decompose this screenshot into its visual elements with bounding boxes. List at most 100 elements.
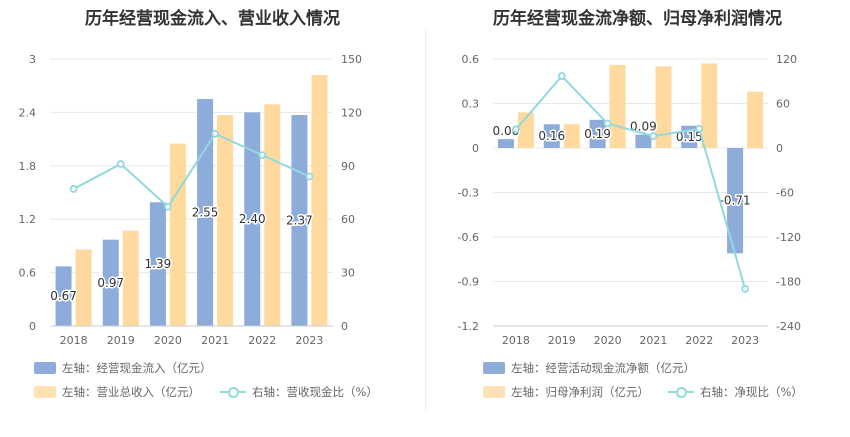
- left-axis-tick-label: 0.6: [19, 267, 37, 280]
- bar-data-label: 0.16: [538, 129, 565, 143]
- bar-data-label: 2.37: [286, 214, 313, 228]
- ratio-point: [649, 132, 658, 141]
- bar-series-2: [701, 63, 718, 149]
- bar-series-1: [589, 119, 606, 148]
- ratio-point: [603, 119, 612, 128]
- legend-swatch-blue: [34, 362, 56, 374]
- left-axis-tick-label: 3: [29, 53, 36, 66]
- left-axis-tick-label: -0.6: [458, 231, 479, 244]
- ratio-point: [305, 172, 314, 181]
- right-axis-tick-label: -240: [776, 320, 801, 333]
- left-axis-tick-label: 0.3: [462, 98, 480, 111]
- bar-series-2: [75, 249, 92, 326]
- bar-data-label: 0.97: [97, 276, 124, 290]
- right-axis-tick-label: -180: [776, 276, 801, 289]
- legend-line-marker-icon: [220, 386, 246, 398]
- ratio-point: [211, 129, 219, 138]
- right-legend-net-cash-ratio[interactable]: 右轴：净现比（%）: [668, 384, 803, 400]
- left-legend-revenue[interactable]: 左轴：营业总收入（亿元）: [34, 384, 200, 400]
- bar-data-label: 2.55: [192, 206, 219, 220]
- legend-line-marker-icon: [668, 386, 694, 398]
- right-legend-net-cashflow[interactable]: 左轴：经营活动现金流净额（亿元）: [483, 360, 695, 376]
- bar-data-label: 0.19: [584, 127, 611, 141]
- bar-series-2: [563, 124, 580, 148]
- ratio-point: [512, 125, 520, 134]
- ratio-point: [69, 185, 78, 193]
- bar-series-1: [497, 139, 514, 148]
- left-legend-cash-inflow[interactable]: 左轴：经营现金流入（亿元）: [34, 360, 212, 376]
- bar-series-2: [655, 66, 672, 148]
- ratio-point: [741, 285, 749, 293]
- right-axis-tick-label: -60: [776, 187, 794, 200]
- right-axis-tick-label: 90: [341, 160, 355, 173]
- bar-series-2: [747, 91, 764, 148]
- legend-label: 右轴：净现比（%）: [700, 385, 803, 399]
- legend-label: 右轴：营收现金比（%）: [252, 385, 378, 399]
- bar-series-2: [264, 104, 281, 326]
- panel-divider: [425, 30, 426, 410]
- right-axis-tick-label: 30: [341, 267, 355, 280]
- bar-series-1: [635, 134, 652, 148]
- legend-swatch-orange: [34, 386, 56, 398]
- right-axis-tick-label: -120: [776, 231, 801, 244]
- bar-data-label: 0.67: [50, 289, 77, 303]
- bar-series-1: [291, 115, 308, 326]
- x-axis-tick-label: 2020: [154, 334, 182, 347]
- legend-label: 左轴：经营现金流入（亿元）: [62, 361, 212, 375]
- x-axis-tick-label: 2019: [107, 334, 135, 347]
- bar-series-2: [169, 143, 186, 326]
- x-axis-tick-label: 2021: [639, 334, 667, 347]
- left-axis-tick-label: 1.8: [19, 160, 37, 173]
- left-axis-tick-label: 0: [29, 320, 36, 333]
- bar-data-label: 2.40: [239, 212, 266, 226]
- bar-series-1: [55, 266, 72, 326]
- right-axis-tick-label: 0: [341, 320, 348, 333]
- legend-swatch-orange: [483, 386, 505, 398]
- ratio-line: [515, 74, 747, 290]
- right-axis-tick-label: 0: [776, 142, 783, 155]
- right-axis-tick-label: 60: [776, 98, 790, 111]
- left-axis-tick-label: 1.2: [19, 213, 37, 226]
- ratio-point: [695, 124, 704, 133]
- bar-series-2: [311, 75, 328, 327]
- left-axis-tick-label: 0.6: [462, 53, 480, 66]
- x-axis-tick-label: 2023: [731, 334, 759, 347]
- legend-label: 左轴：归母净利润（亿元）: [511, 385, 649, 399]
- bar-series-1: [244, 112, 261, 327]
- right-chart-title: 历年经营现金流净额、归母净利润情况: [493, 9, 782, 29]
- ratio-point: [164, 202, 172, 211]
- legend-swatch-blue: [483, 362, 505, 374]
- x-axis-tick-label: 2020: [594, 334, 622, 347]
- bar-data-label: 1.39: [145, 257, 172, 271]
- left-axis-tick-label: 2.4: [19, 106, 37, 119]
- legend-label: 左轴：经营活动现金流净额（亿元）: [511, 361, 695, 375]
- ratio-point: [258, 151, 267, 160]
- x-axis-tick-label: 2018: [60, 334, 88, 347]
- bar-data-label: 0.15: [676, 130, 703, 144]
- right-axis-tick-label: 120: [341, 106, 362, 119]
- bar-series-1: [149, 202, 166, 326]
- bar-data-label: -0.71: [720, 194, 751, 208]
- x-axis-tick-label: 2023: [295, 334, 323, 347]
- left-axis-tick-label: -1.2: [458, 320, 479, 333]
- right-legend-net-profit[interactable]: 左轴：归母净利润（亿元）: [483, 384, 649, 400]
- bar-series-1: [543, 124, 560, 148]
- right-axis-tick-label: 120: [776, 53, 797, 66]
- x-axis-tick-label: 2021: [201, 334, 229, 347]
- bar-series-1: [727, 148, 744, 254]
- right-axis-tick-label: 60: [341, 213, 355, 226]
- x-axis-tick-label: 2018: [502, 334, 530, 347]
- bar-series-1: [102, 239, 119, 326]
- x-axis-tick-label: 2019: [548, 334, 576, 347]
- left-axis-tick-label: -0.3: [458, 187, 479, 200]
- left-legend-ratio[interactable]: 右轴：营收现金比（%）: [220, 384, 378, 400]
- left-axis-tick-label: 0: [472, 142, 479, 155]
- ratio-line: [73, 132, 310, 209]
- ratio-point: [116, 160, 125, 168]
- legend-label: 左轴：营业总收入（亿元）: [62, 385, 200, 399]
- x-axis-tick-label: 2022: [248, 334, 276, 347]
- right-axis-tick-label: 150: [341, 53, 362, 66]
